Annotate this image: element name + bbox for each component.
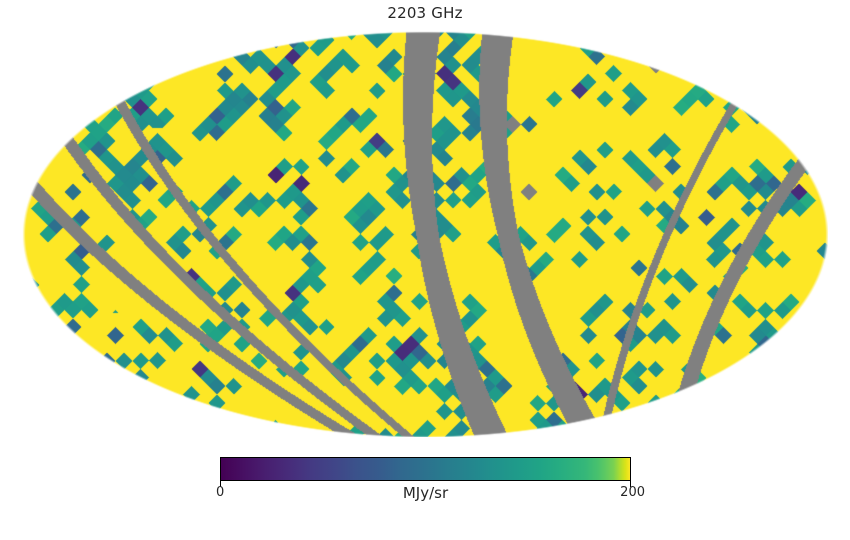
colorbar-tick-max [630, 481, 631, 487]
figure-title: 2203 GHz [387, 4, 463, 22]
colorbar-unit-label: MJy/sr [402, 484, 449, 502]
colorbar-max-label: 200 [620, 485, 645, 500]
colorbar-min-label: 0 [216, 485, 225, 500]
colorbar: 0 200 MJy/sr [216, 457, 645, 502]
colorbar-tick-min [220, 481, 221, 487]
mollweide-map-canvas [22, 31, 828, 437]
colorbar-gradient [220, 457, 631, 481]
sky-map [22, 31, 828, 437]
